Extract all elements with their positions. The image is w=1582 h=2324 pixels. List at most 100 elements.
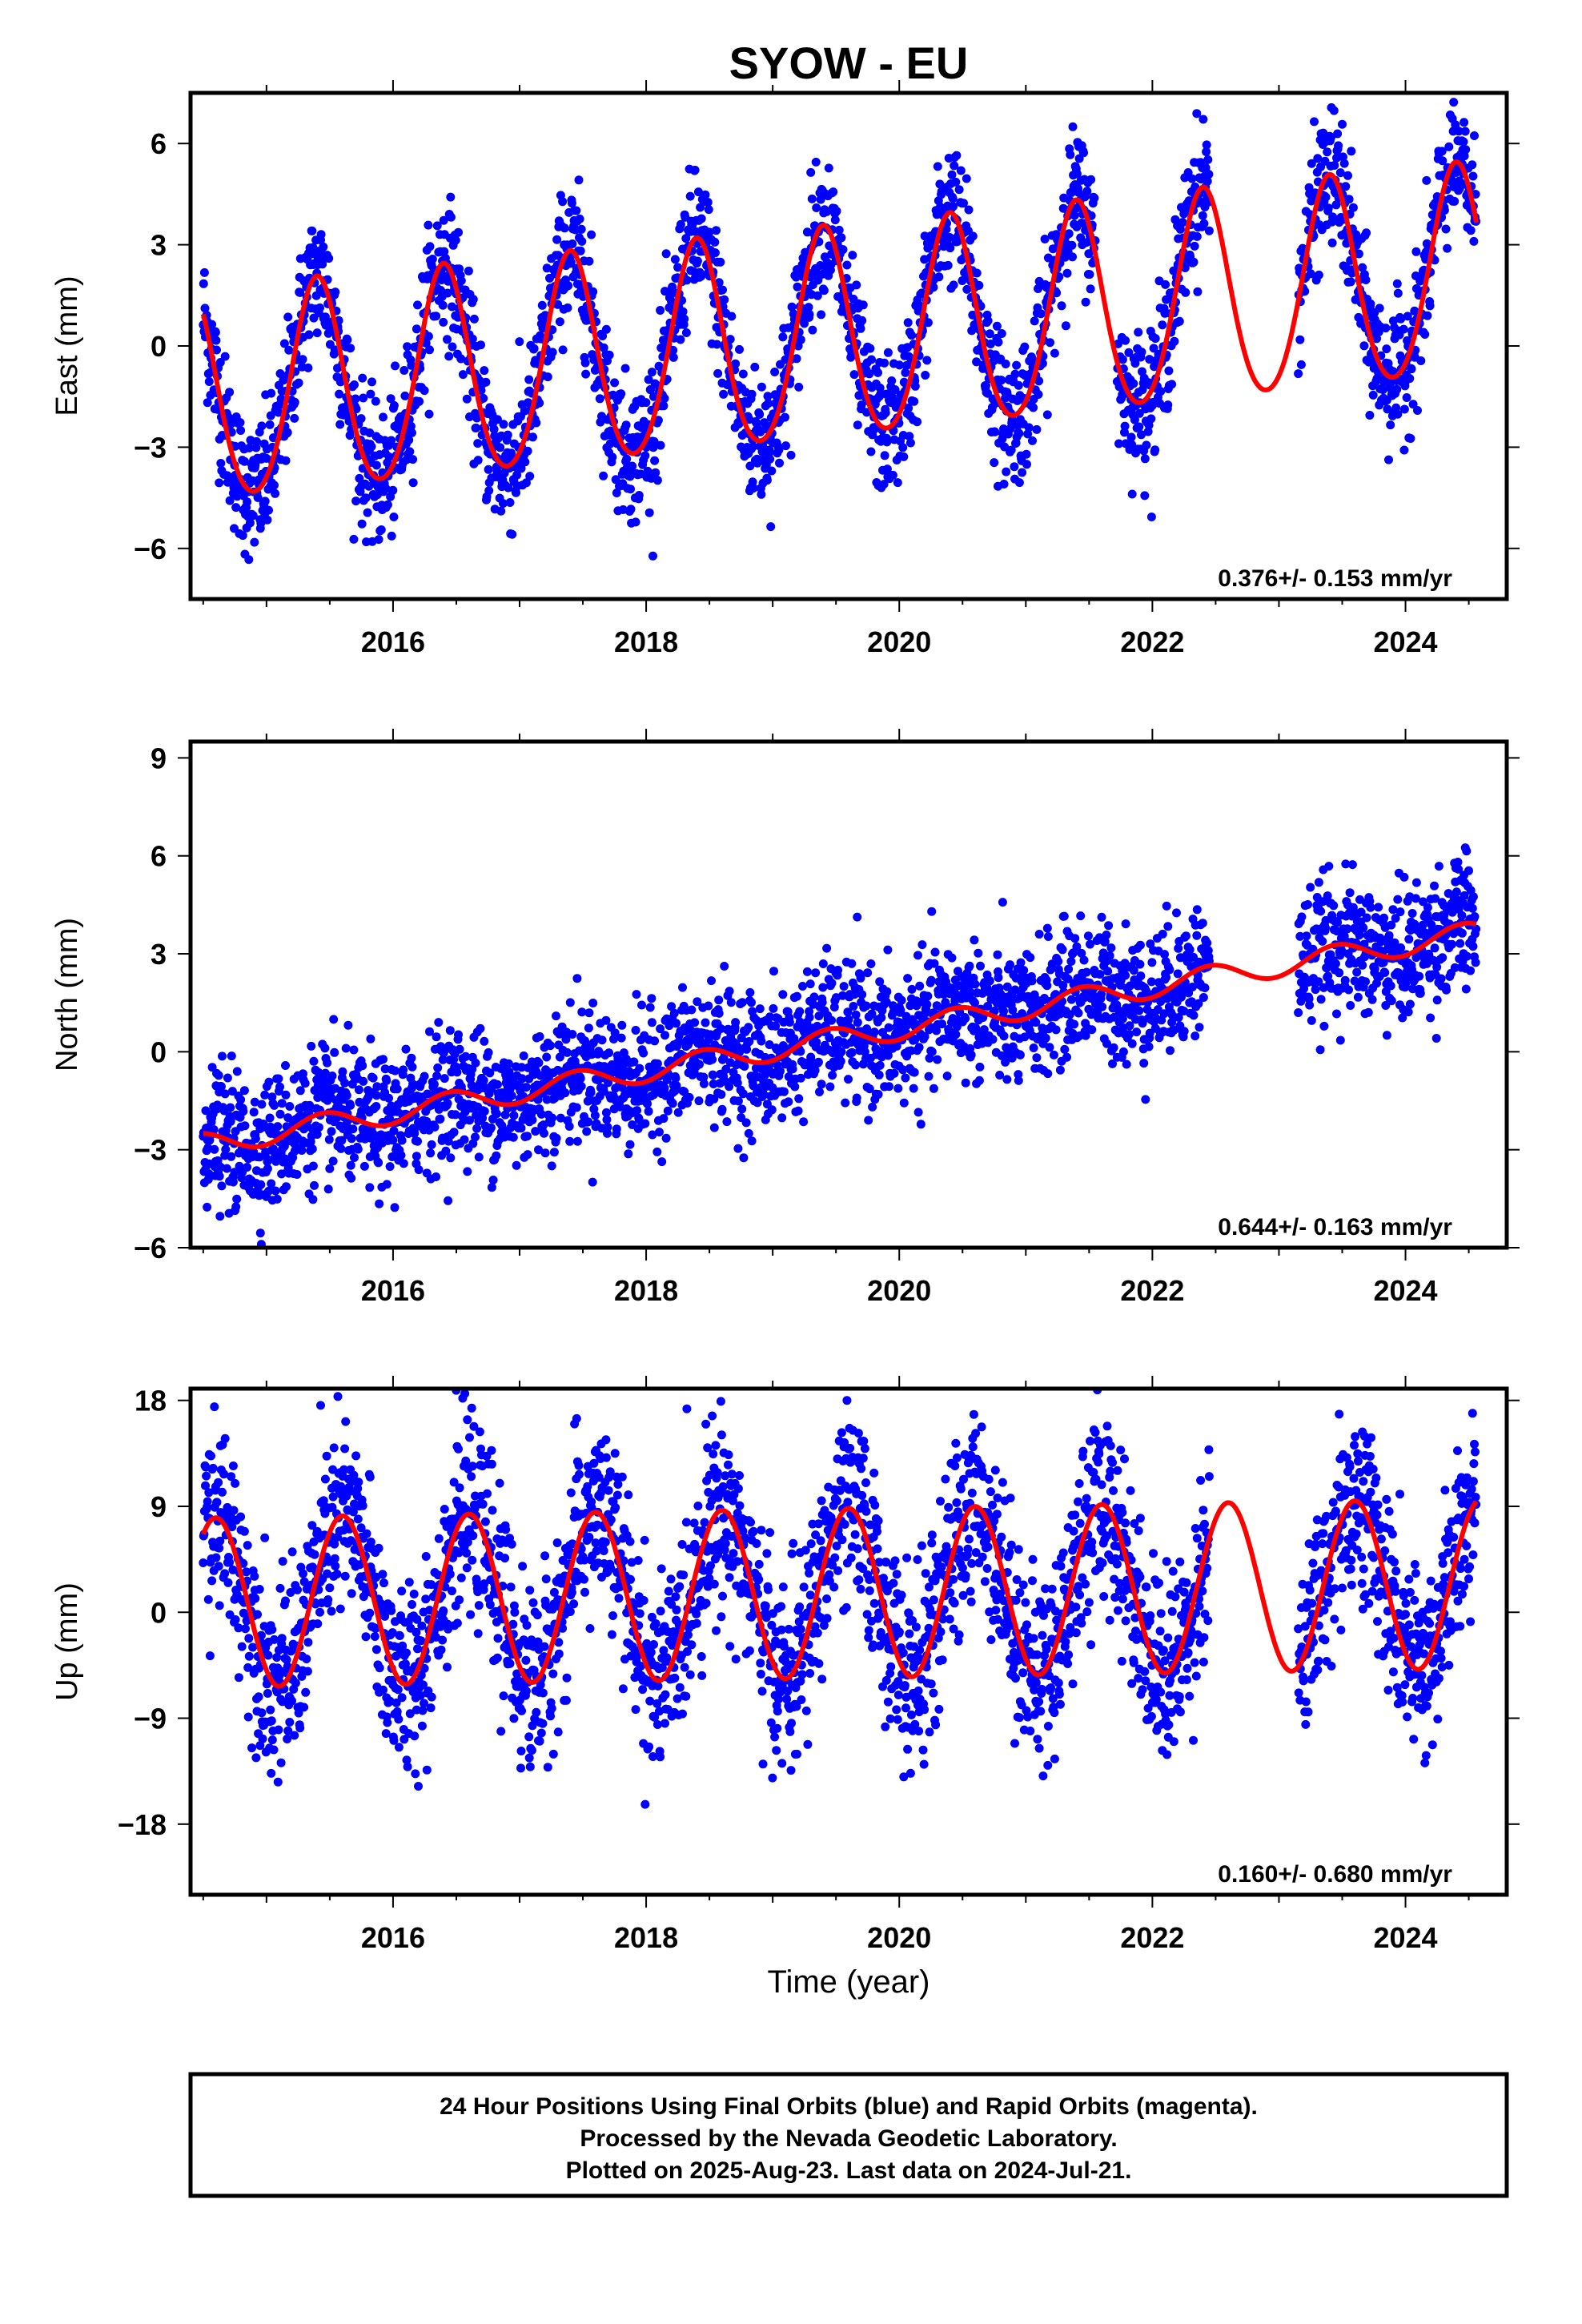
data-point — [238, 531, 247, 541]
data-point — [839, 982, 849, 991]
data-point — [346, 344, 355, 353]
data-point — [223, 1073, 232, 1083]
data-point — [288, 1153, 298, 1162]
data-point — [982, 380, 990, 390]
data-point — [553, 300, 563, 309]
data-point — [650, 456, 660, 465]
data-point — [1104, 921, 1114, 931]
data-point — [529, 344, 539, 353]
data-point — [976, 961, 985, 971]
data-point — [451, 235, 460, 245]
data-point — [469, 314, 479, 324]
data-point — [1049, 1050, 1058, 1059]
data-point — [907, 331, 916, 340]
data-point — [1469, 236, 1479, 246]
data-point — [914, 300, 924, 309]
data-point — [1141, 986, 1150, 995]
data-point — [1083, 931, 1093, 941]
data-point — [786, 450, 796, 460]
data-point — [990, 1006, 999, 1015]
data-point — [930, 947, 940, 957]
data-point — [572, 1136, 582, 1146]
data-point — [866, 959, 876, 968]
data-point — [563, 1047, 572, 1057]
data-point — [472, 423, 481, 432]
data-point — [950, 161, 959, 171]
data-point — [305, 1105, 315, 1115]
data-point — [257, 1100, 267, 1109]
data-point — [974, 280, 984, 290]
data-point — [903, 974, 913, 983]
data-point — [271, 1186, 280, 1196]
data-point — [577, 1007, 587, 1017]
data-point — [408, 1080, 418, 1089]
data-point — [763, 392, 773, 401]
data-point — [880, 358, 889, 368]
data-point — [896, 1006, 905, 1015]
data-point — [264, 1186, 273, 1196]
data-point — [714, 278, 724, 287]
data-point — [1121, 971, 1130, 980]
data-point — [1138, 1019, 1147, 1028]
data-point — [749, 484, 758, 493]
data-point — [775, 458, 784, 468]
data-point — [488, 1176, 498, 1184]
data-point — [1090, 193, 1099, 203]
data-point — [888, 470, 897, 480]
data-point — [1402, 393, 1411, 402]
data-point — [604, 1048, 614, 1058]
data-point — [669, 1008, 679, 1018]
data-point — [1294, 369, 1303, 379]
data-point — [713, 340, 721, 349]
data-point — [476, 340, 485, 350]
data-point — [1327, 133, 1335, 143]
data-point — [580, 1036, 589, 1046]
data-point — [690, 165, 700, 175]
data-point — [1306, 269, 1315, 279]
data-point — [875, 1060, 885, 1070]
data-point — [1328, 212, 1338, 222]
data-point — [383, 500, 392, 509]
data-point — [755, 1004, 765, 1014]
data-point — [1379, 385, 1387, 395]
data-point — [523, 1132, 532, 1141]
data-point — [720, 962, 729, 971]
data-point — [1161, 279, 1170, 289]
data-point — [625, 1140, 635, 1149]
data-point — [211, 328, 220, 337]
data-point — [905, 432, 914, 441]
data-point — [264, 505, 273, 515]
data-point — [463, 1167, 472, 1176]
data-point — [212, 345, 221, 355]
data-point — [722, 1117, 732, 1127]
data-point — [357, 519, 367, 529]
data-point — [704, 1001, 713, 1011]
data-point — [1410, 306, 1419, 316]
data-point — [399, 1159, 408, 1168]
data-point — [901, 368, 910, 377]
data-point — [307, 1041, 316, 1051]
data-point — [1170, 336, 1179, 346]
data-point — [1062, 1052, 1071, 1062]
data-point — [626, 505, 636, 514]
data-point — [1164, 366, 1174, 376]
data-point — [644, 375, 653, 384]
data-point — [415, 396, 424, 406]
data-point — [1087, 1025, 1097, 1035]
data-point — [566, 257, 576, 267]
data-point — [774, 445, 784, 455]
data-point — [484, 464, 493, 474]
data-point — [1065, 1010, 1074, 1019]
data-point — [1454, 127, 1464, 136]
data-point — [628, 461, 637, 471]
data-point — [671, 1074, 681, 1083]
data-point — [390, 1203, 400, 1212]
data-point — [279, 339, 289, 348]
data-point — [869, 1027, 879, 1037]
data-point — [970, 998, 979, 1007]
data-point — [857, 400, 866, 410]
data-point — [365, 1183, 375, 1192]
data-point — [1074, 187, 1083, 197]
data-point — [913, 1108, 923, 1117]
data-point — [1066, 150, 1075, 159]
